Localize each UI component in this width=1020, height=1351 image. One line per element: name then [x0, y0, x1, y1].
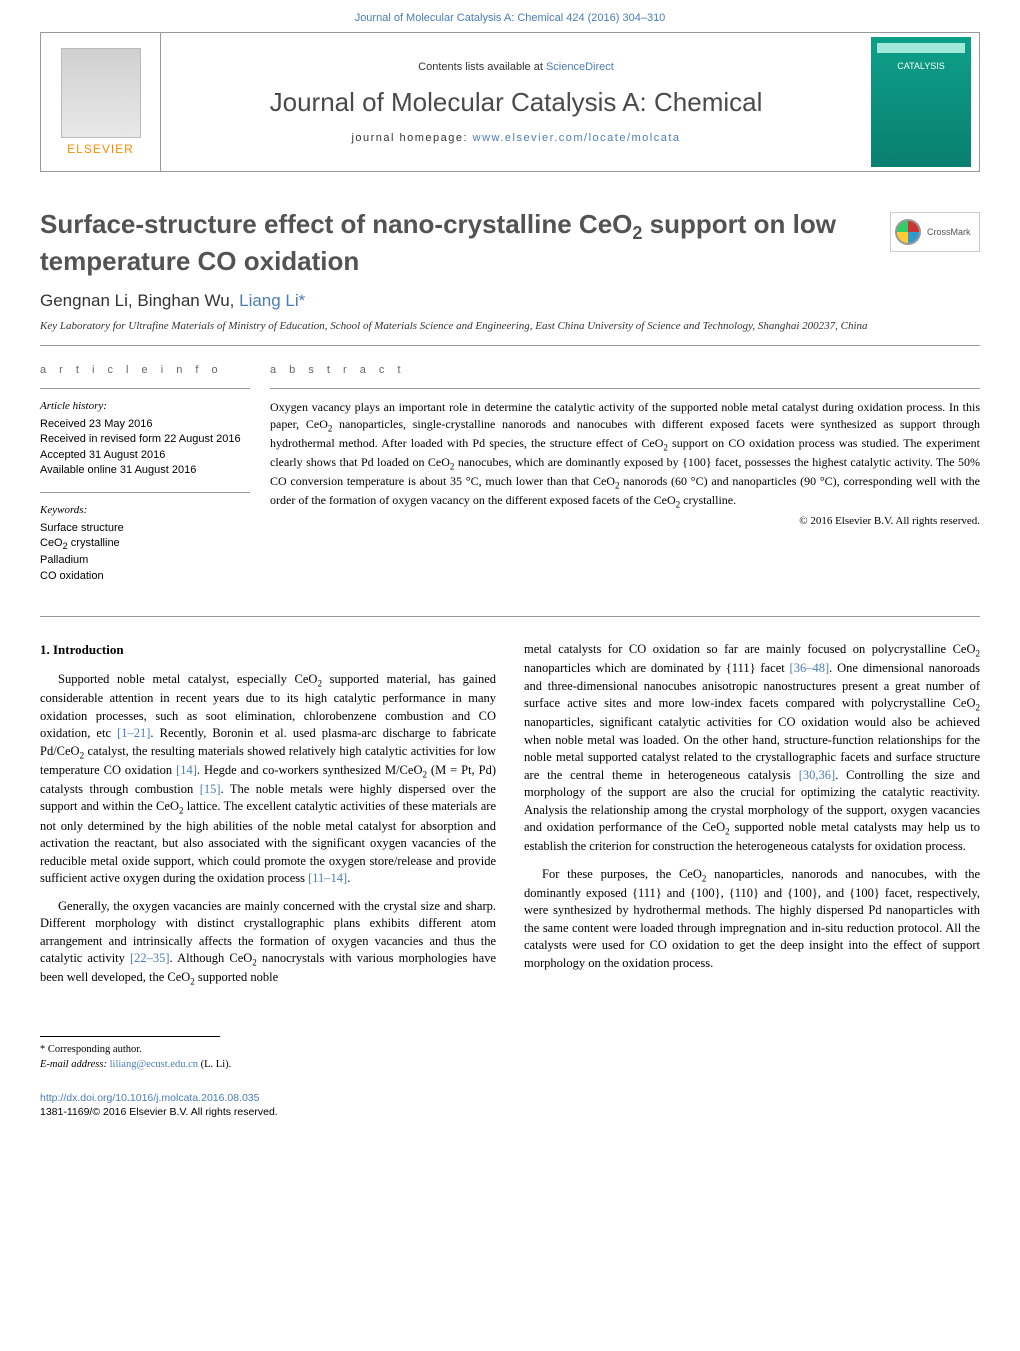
body-paragraph: Supported noble metal catalyst, especial…	[40, 671, 496, 887]
history-heading: Article history:	[40, 399, 250, 414]
body-paragraph: Generally, the oxygen vacancies are main…	[40, 898, 496, 989]
article-info-column: a r t i c l e i n f o Article history: R…	[40, 364, 270, 598]
elsevier-logo: ELSEVIER	[41, 32, 161, 172]
email-link[interactable]: liliang@ecust.edu.cn	[110, 1059, 198, 1070]
abstract-column: a b s t r a c t Oxygen vacancy plays an …	[270, 364, 980, 598]
crossmark-badge[interactable]: CrossMark	[890, 212, 980, 252]
body-column-left: 1. Introduction Supported noble metal ca…	[40, 641, 496, 998]
keywords-block: Keywords: Surface structure CeO2 crystal…	[40, 503, 250, 584]
abstract-label: a b s t r a c t	[270, 364, 980, 376]
divider	[40, 492, 250, 493]
footnote-rule	[40, 1036, 220, 1037]
abstract-text: Oxygen vacancy plays an important role i…	[270, 399, 980, 511]
contents-available-line: Contents lists available at ScienceDirec…	[171, 61, 861, 73]
doi-link[interactable]: http://dx.doi.org/10.1016/j.molcata.2016…	[40, 1092, 260, 1104]
corresponding-email-line: E-mail address: liliang@ecust.edu.cn (L.…	[40, 1058, 980, 1073]
article-header: CrossMark Surface-structure effect of na…	[40, 208, 980, 333]
divider	[40, 616, 980, 617]
divider	[270, 388, 980, 389]
article-info-label: a r t i c l e i n f o	[40, 364, 250, 376]
keyword: CeO2 crystalline	[40, 536, 250, 553]
article-history: Article history: Received 23 May 2016 Re…	[40, 399, 250, 478]
date-accepted: Accepted 31 August 2016	[40, 448, 250, 463]
crossmark-icon	[895, 219, 921, 245]
article-title: Surface-structure effect of nano-crystal…	[40, 208, 980, 277]
journal-name: Journal of Molecular Catalysis A: Chemic…	[171, 87, 861, 118]
elsevier-wordmark: ELSEVIER	[67, 142, 134, 156]
body-paragraph: metal catalysts for CO oxidation so far …	[524, 641, 980, 856]
journal-homepage-line: journal homepage: www.elsevier.com/locat…	[171, 132, 861, 144]
author-list: Gengnan Li, Binghan Wu, Liang Li*	[40, 291, 980, 311]
date-received: Received 23 May 2016	[40, 417, 250, 432]
cover-label: CATALYSIS	[871, 61, 971, 71]
date-online: Available online 31 August 2016	[40, 463, 250, 478]
keyword: Palladium	[40, 553, 250, 568]
body-paragraph: For these purposes, the CeO2 nanoparticl…	[524, 866, 980, 973]
header-center: Contents lists available at ScienceDirec…	[161, 51, 871, 154]
body-column-right: metal catalysts for CO oxidation so far …	[524, 641, 980, 998]
elsevier-tree-icon	[61, 48, 141, 138]
date-revised: Received in revised form 22 August 2016	[40, 432, 250, 447]
affiliation: Key Laboratory for Ultrafine Materials o…	[40, 319, 980, 333]
issn-copyright: 1381-1169/© 2016 Elsevier B.V. All right…	[40, 1106, 278, 1118]
corresponding-author: Liang Li*	[239, 291, 305, 310]
crossmark-label: CrossMark	[927, 227, 971, 237]
authors-plain: Gengnan Li, Binghan Wu,	[40, 291, 239, 310]
doi-block: http://dx.doi.org/10.1016/j.molcata.2016…	[40, 1091, 980, 1119]
divider	[40, 388, 250, 389]
footer-correspondence: * Corresponding author. E-mail address: …	[40, 1028, 980, 1072]
info-abstract-row: a r t i c l e i n f o Article history: R…	[40, 346, 980, 616]
running-head: Journal of Molecular Catalysis A: Chemic…	[0, 0, 1020, 32]
keyword: CO oxidation	[40, 569, 250, 584]
keyword: Surface structure	[40, 521, 250, 536]
abstract-copyright: © 2016 Elsevier B.V. All rights reserved…	[270, 515, 980, 527]
journal-cover-thumbnail: CATALYSIS	[871, 37, 971, 167]
running-head-text: Journal of Molecular Catalysis A: Chemic…	[355, 12, 666, 24]
journal-header-box: ELSEVIER Contents lists available at Sci…	[40, 32, 980, 172]
sciencedirect-link[interactable]: ScienceDirect	[546, 61, 614, 73]
corresponding-author-note: * Corresponding author.	[40, 1043, 980, 1058]
keywords-heading: Keywords:	[40, 503, 250, 518]
journal-homepage-link[interactable]: www.elsevier.com/locate/molcata	[473, 132, 681, 144]
body-two-column: 1. Introduction Supported noble metal ca…	[40, 641, 980, 998]
section-heading-introduction: 1. Introduction	[40, 641, 496, 659]
